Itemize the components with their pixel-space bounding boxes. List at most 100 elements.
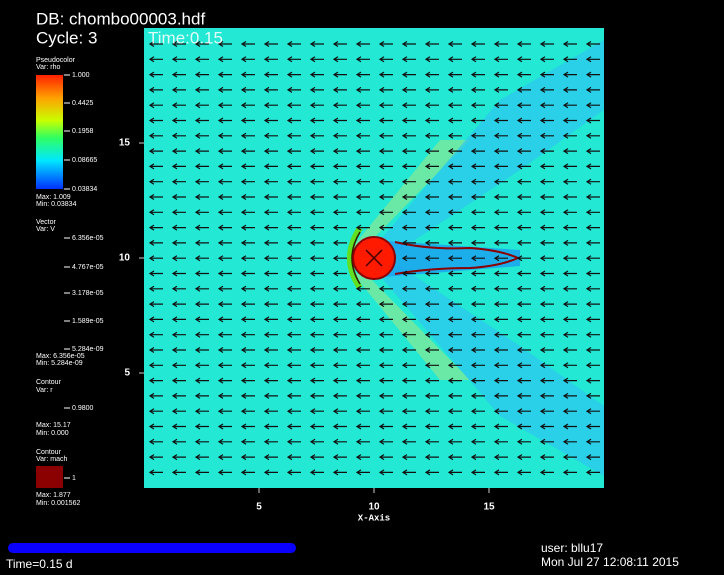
vector-arrow bbox=[562, 270, 577, 277]
vector-arrow bbox=[516, 193, 531, 201]
vector-arrow bbox=[378, 209, 393, 216]
vector-arrow bbox=[355, 454, 370, 461]
vector-arrow bbox=[539, 224, 554, 231]
vector-arrow bbox=[516, 301, 531, 308]
vector-arrow bbox=[539, 438, 554, 445]
vector-arrow bbox=[332, 331, 347, 338]
vector-arrow bbox=[516, 316, 531, 323]
y-tick-label: 10 bbox=[119, 253, 131, 264]
vector-arrow bbox=[585, 209, 600, 216]
vector-arrow bbox=[217, 86, 232, 93]
vector-arrow bbox=[263, 224, 278, 231]
vector-arrow bbox=[493, 132, 508, 139]
vector-arrow bbox=[401, 362, 416, 369]
vector-arrow bbox=[286, 117, 301, 124]
vector-arrow bbox=[309, 408, 324, 415]
vector-arrow bbox=[263, 316, 278, 323]
vector-arrow bbox=[332, 163, 347, 170]
vector-arrow bbox=[286, 377, 301, 384]
vector-arrow bbox=[309, 301, 324, 308]
vector-arrow bbox=[447, 285, 462, 292]
vector-arrow bbox=[355, 408, 370, 415]
vector-arrow bbox=[286, 346, 301, 354]
vector-arrow bbox=[585, 102, 600, 109]
vector-arrow bbox=[194, 56, 209, 63]
vector-arrow bbox=[355, 377, 370, 384]
vector-arrow bbox=[447, 224, 462, 231]
vector-arrow bbox=[286, 239, 301, 246]
vector-arrow bbox=[470, 438, 485, 445]
vector-arrow bbox=[332, 346, 347, 354]
legend-min: Min: 0.000 bbox=[36, 430, 69, 437]
vector-arrow bbox=[332, 408, 347, 415]
vector-arrow bbox=[148, 56, 163, 63]
vector-arrow bbox=[585, 255, 600, 262]
vector-arrow bbox=[171, 86, 186, 93]
vector-arrow bbox=[217, 71, 232, 78]
vector-arrow bbox=[562, 454, 577, 461]
vector-arrow bbox=[516, 239, 531, 246]
legend-label: 0.9800 bbox=[72, 405, 94, 412]
vector-arrow bbox=[240, 117, 255, 124]
vector-arrow bbox=[378, 362, 393, 369]
vector-arrow bbox=[240, 423, 255, 430]
vector-arrow bbox=[585, 392, 600, 399]
vector-arrow bbox=[378, 331, 393, 338]
vector-arrow bbox=[263, 117, 278, 124]
vector-arrow bbox=[516, 71, 531, 78]
x-axis-title: X-Axis bbox=[358, 513, 390, 523]
vector-arrow bbox=[194, 285, 209, 292]
legend-title: Contour bbox=[36, 449, 62, 456]
vector-arrow bbox=[148, 331, 163, 338]
vector-arrow bbox=[217, 331, 232, 338]
vector-arrow bbox=[240, 285, 255, 292]
vector-arrow bbox=[263, 270, 278, 277]
vector-arrow bbox=[148, 438, 163, 445]
vector-arrow bbox=[539, 239, 554, 246]
vector-arrow bbox=[194, 71, 209, 78]
vector-arrow bbox=[493, 346, 508, 354]
legend-max: Max: 1.009 bbox=[36, 194, 71, 201]
vector-arrow bbox=[516, 132, 531, 139]
vector-arrow bbox=[263, 132, 278, 139]
vector-arrow bbox=[240, 377, 255, 384]
vector-arrow bbox=[378, 224, 393, 231]
vector-arrow bbox=[401, 408, 416, 415]
vector-arrow bbox=[470, 454, 485, 461]
vector-arrow bbox=[355, 56, 370, 63]
vector-arrow bbox=[401, 224, 416, 231]
vector-arrow bbox=[378, 377, 393, 384]
legend-var: Var: V bbox=[36, 226, 55, 233]
vector-arrow bbox=[286, 362, 301, 369]
vector-arrow bbox=[539, 331, 554, 338]
vector-arrow bbox=[447, 362, 462, 369]
vector-arrow bbox=[217, 102, 232, 109]
vector-arrow bbox=[217, 239, 232, 246]
vector-arrow bbox=[539, 102, 554, 109]
vector-arrow bbox=[447, 193, 462, 201]
vector-arrow bbox=[148, 71, 163, 78]
vector-arrow bbox=[171, 117, 186, 124]
vector-arrow bbox=[332, 285, 347, 292]
vector-arrow bbox=[309, 86, 324, 93]
x-tick-label: 5 bbox=[256, 502, 262, 513]
vector-arrow bbox=[217, 56, 232, 63]
vector-arrow bbox=[148, 209, 163, 216]
vector-arrow bbox=[240, 40, 255, 48]
vector-arrow bbox=[355, 423, 370, 430]
vector-arrow bbox=[332, 438, 347, 445]
vector-arrow bbox=[286, 178, 301, 185]
vector-arrow bbox=[585, 86, 600, 93]
vector-arrow bbox=[493, 408, 508, 415]
vector-arrow bbox=[286, 86, 301, 93]
vector-arrow bbox=[171, 56, 186, 63]
vector-arrow bbox=[194, 362, 209, 369]
vector-arrow bbox=[539, 346, 554, 354]
vector-arrow bbox=[217, 270, 232, 277]
vector-arrow bbox=[562, 148, 577, 155]
vector-arrow bbox=[424, 454, 439, 461]
vector-arrow bbox=[585, 454, 600, 461]
vector-arrow bbox=[470, 301, 485, 308]
